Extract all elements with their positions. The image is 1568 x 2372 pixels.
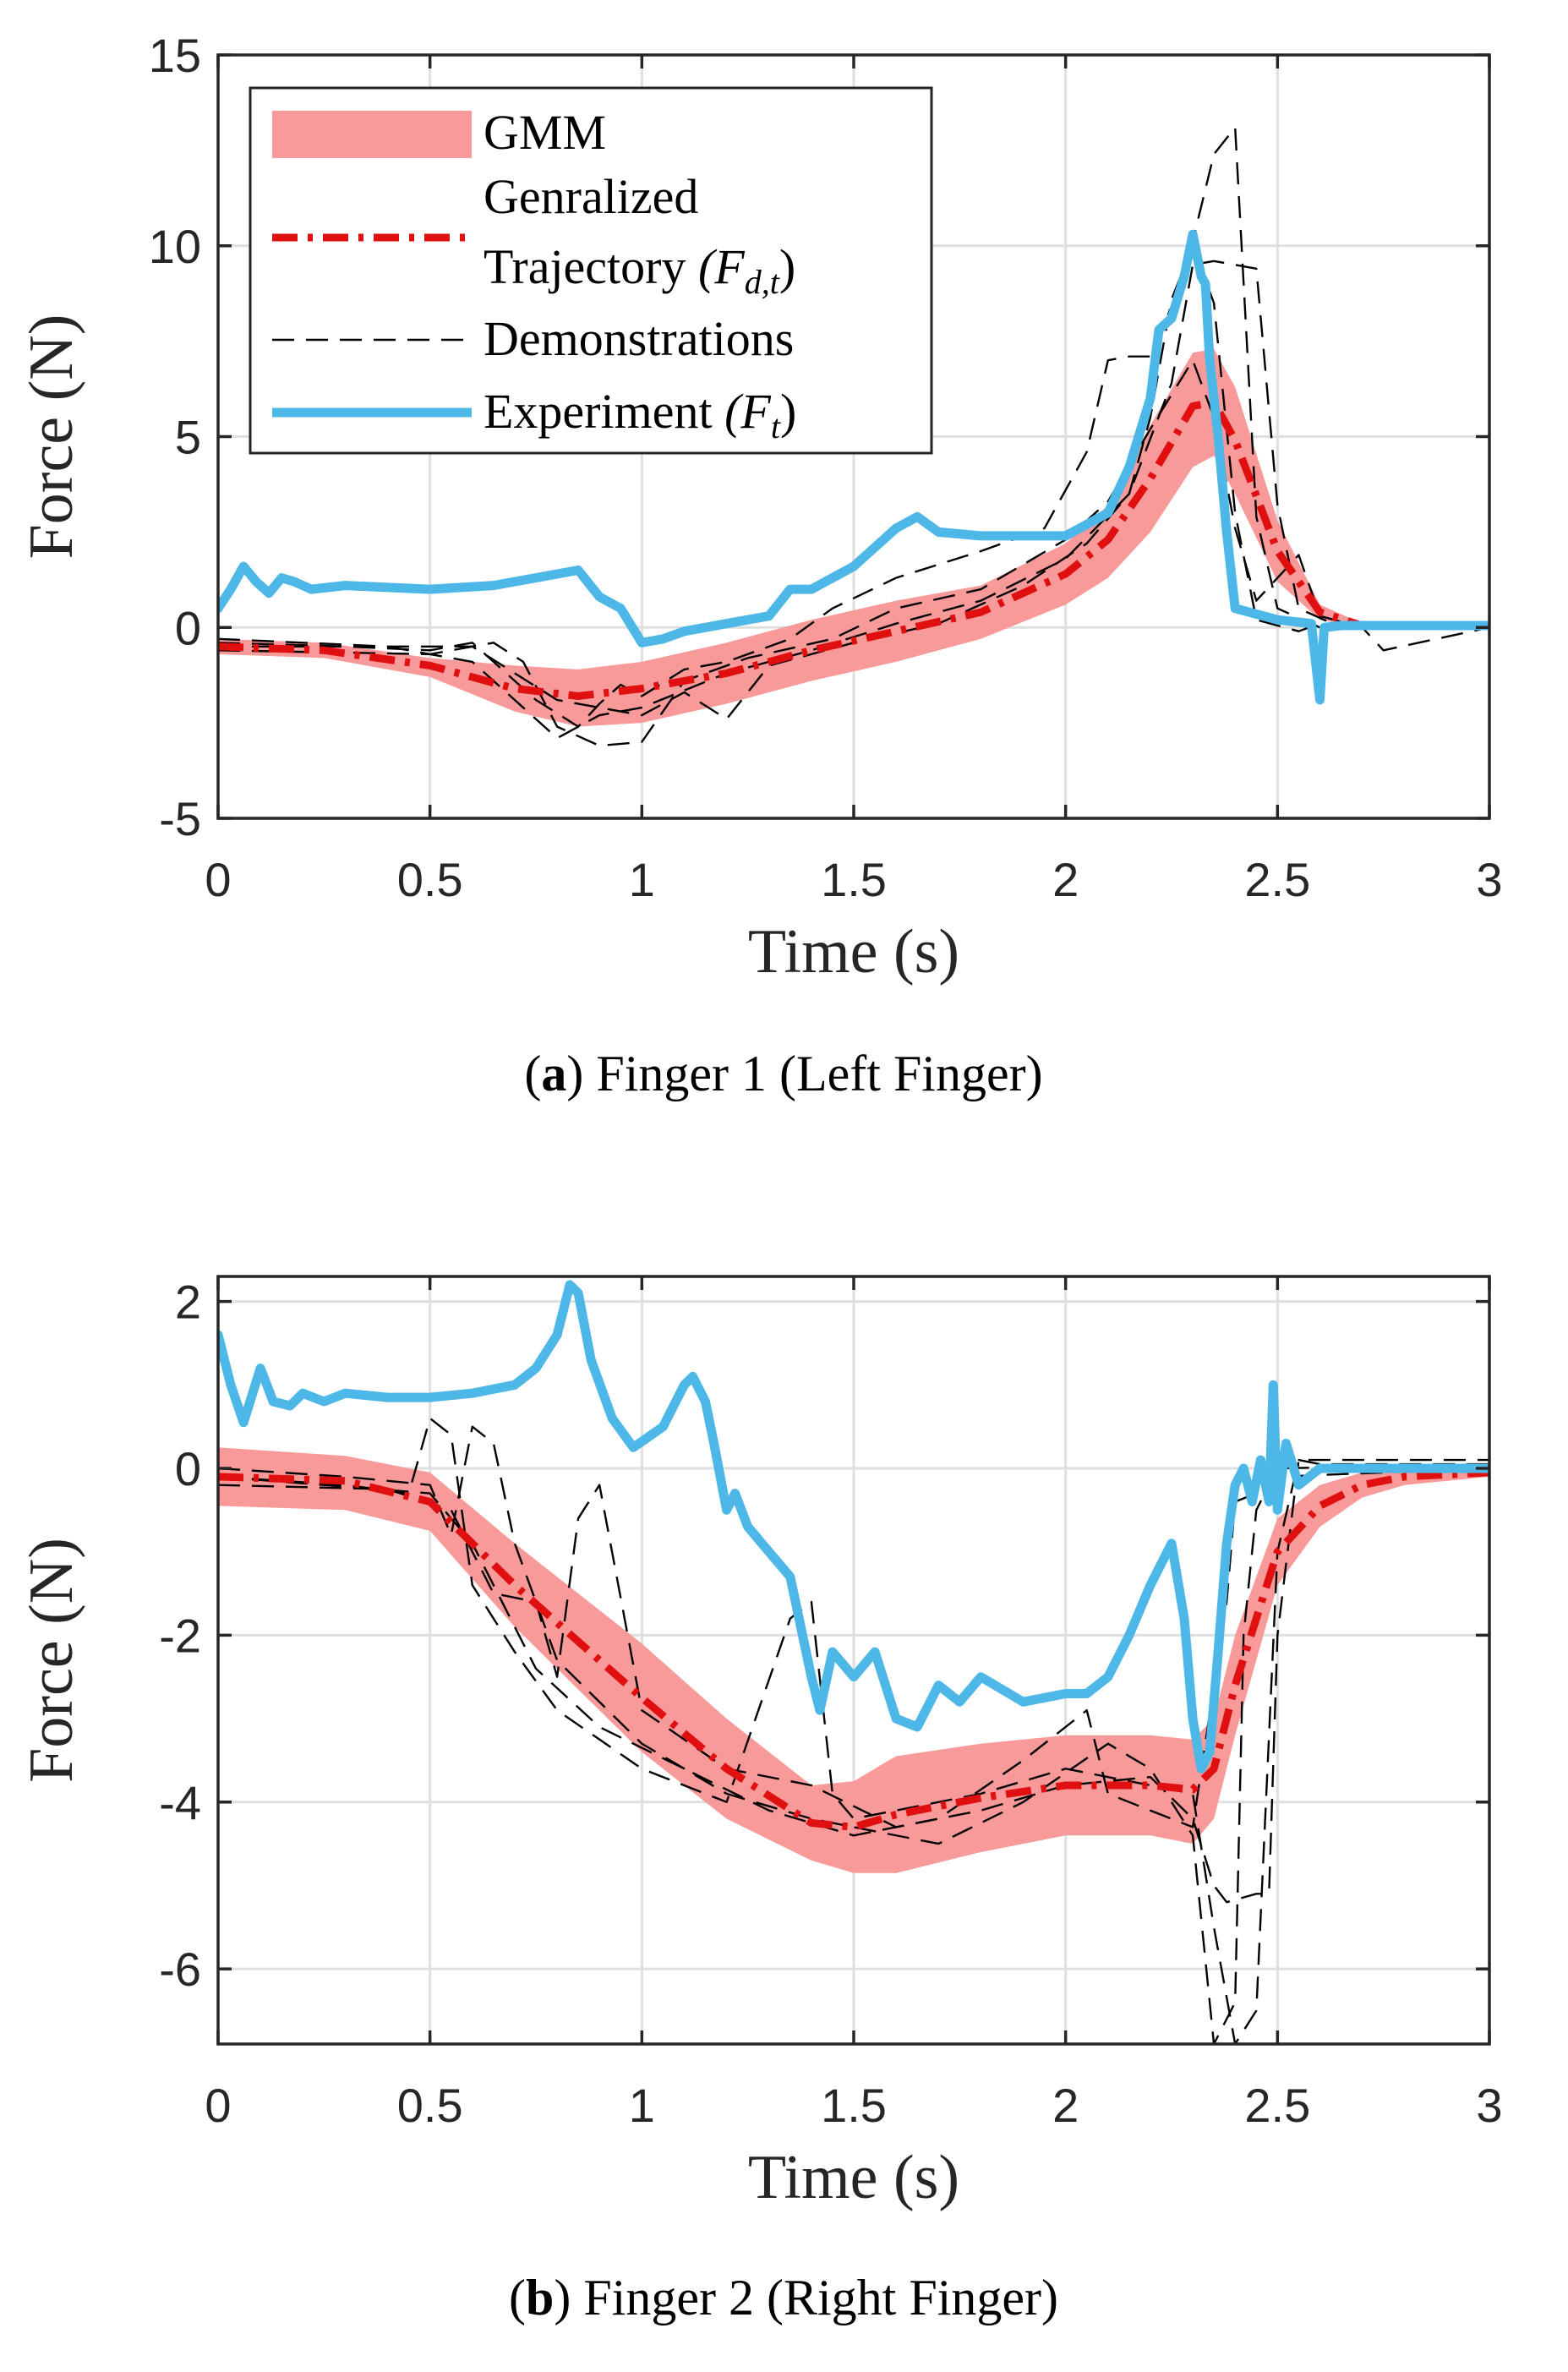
caption-panel-label: a xyxy=(541,1046,566,1101)
x-axis-label: Time (s) xyxy=(748,2143,959,2212)
demonstration-line xyxy=(218,260,1489,740)
x-tick-label: 0 xyxy=(205,853,231,906)
legend-trajectory-word: Trajectory xyxy=(484,239,698,294)
legend-trajectory-label-line2: Trajectory (Fd,t) xyxy=(484,239,795,301)
legend-trajectory-subscript: d,t xyxy=(745,263,780,301)
generalized-trajectory-line xyxy=(218,1468,1489,1831)
y-tick-label: 10 xyxy=(149,220,201,273)
plot-area xyxy=(218,1280,1489,2044)
y-tick-label: -6 xyxy=(159,1943,201,1996)
y-tick-label: 0 xyxy=(175,1442,201,1495)
plot-area xyxy=(218,126,1489,747)
legend-trajectory-label-line1: Genralized xyxy=(484,169,698,224)
legend-gmm-label: GMM xyxy=(484,105,606,160)
caption-text: Finger 1 (Left Finger) xyxy=(596,1046,1042,1101)
legend-trajectory-symbol: (F xyxy=(698,239,745,294)
x-tick-label: 1 xyxy=(629,853,655,906)
legend-experiment-subscript: t xyxy=(771,407,781,445)
y-tick-label: -4 xyxy=(159,1776,201,1829)
demonstration-line xyxy=(218,1417,1489,2044)
y-tick-label: -2 xyxy=(159,1609,201,1662)
legend-gmm-swatch xyxy=(272,111,472,158)
x-tick-label: 2 xyxy=(1052,2079,1079,2132)
y-tick-label: -5 xyxy=(159,792,201,845)
panel-caption: (b) Finger 2 (Right Finger) xyxy=(509,2270,1058,2326)
x-tick-label: 1 xyxy=(629,2079,655,2132)
demonstration-line xyxy=(218,359,1489,747)
y-axis-label: Force (N) xyxy=(17,314,86,560)
y-axis-label: Force (N) xyxy=(17,1538,86,1783)
x-tick-label: 1.5 xyxy=(821,2079,887,2132)
demonstration-line xyxy=(218,1425,1489,2044)
demonstration-line xyxy=(218,244,1489,720)
y-tick-label: 0 xyxy=(175,601,201,654)
x-tick-label: 0.5 xyxy=(397,853,463,906)
legend-trajectory-close: ) xyxy=(779,239,795,294)
y-tick-label: 2 xyxy=(175,1276,201,1329)
experiment-line xyxy=(218,229,1489,705)
legend-experiment-label: Experiment (Ft) xyxy=(484,384,796,445)
caption-text: Finger 2 (Right Finger) xyxy=(583,2270,1058,2326)
generalized-trajectory-line xyxy=(218,398,1489,700)
legend-experiment-close: ) xyxy=(780,384,796,439)
experiment-line xyxy=(218,1280,1489,1774)
x-tick-label: 2 xyxy=(1052,853,1079,906)
demonstration-line xyxy=(218,1458,1489,1904)
panel-b: 0 0.5 1 1.5 2 2.5 3 -6 -4 -2 0 2 Time (s) Force (N) (b… xyxy=(17,1275,1503,2326)
x-tick-label: 0 xyxy=(205,2079,231,2132)
x-tick-label: 0.5 xyxy=(397,2079,463,2132)
gmm-band xyxy=(218,1447,1489,1873)
caption-panel-label: b xyxy=(526,2270,554,2326)
caption-open-paren: ( xyxy=(509,2270,526,2326)
legend-experiment-symbol: (F xyxy=(724,384,771,439)
y-tick-label: 15 xyxy=(149,29,201,82)
x-tick-label: 2.5 xyxy=(1244,853,1310,906)
caption-close-paren: ) xyxy=(554,2270,583,2326)
legend-demonstrations-label: Demonstrations xyxy=(484,311,794,366)
x-tick-label: 3 xyxy=(1476,2079,1502,2132)
panel-caption: (a) Finger 1 (Left Finger) xyxy=(524,1046,1042,1101)
legend-experiment-word: Experiment xyxy=(484,384,724,439)
y-tick-label: 5 xyxy=(175,411,201,464)
x-tick-label: 1.5 xyxy=(821,853,887,906)
x-tick-label: 2.5 xyxy=(1244,2079,1310,2132)
x-axis-label: Time (s) xyxy=(748,917,959,987)
caption-close-paren: ) xyxy=(566,1046,596,1101)
x-tick-label: 3 xyxy=(1476,853,1502,906)
caption-open-paren: ( xyxy=(524,1046,541,1101)
